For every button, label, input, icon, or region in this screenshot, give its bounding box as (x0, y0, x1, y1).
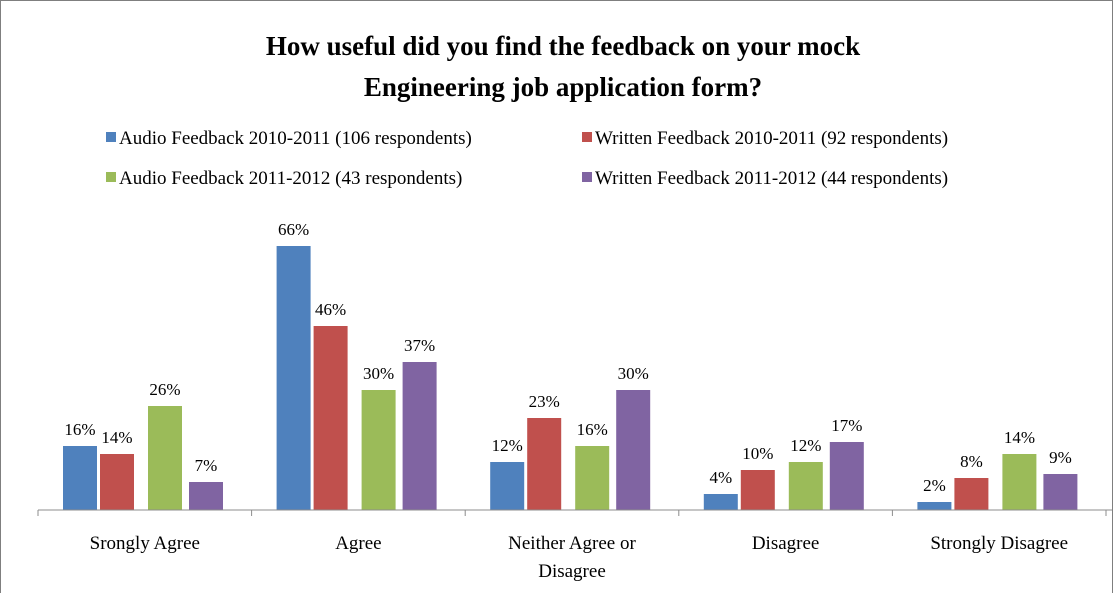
value-label-3-series-3: 16% (577, 420, 608, 439)
bar-4-series-3 (788, 462, 823, 510)
category-label-4: Disagree (752, 533, 820, 554)
value-label-3-series-4: 30% (618, 364, 649, 383)
value-label-1-series-3: 26% (149, 380, 180, 399)
value-label-3-series-2: 23% (529, 392, 560, 411)
bar-2-series-2 (313, 326, 348, 510)
legend-label-2: Written Feedback 2010-2011 (92 responden… (595, 128, 948, 149)
value-label-2-series-3: 30% (363, 364, 394, 383)
bar-1-series-4 (189, 482, 223, 510)
value-label-2-series-1: 66% (278, 220, 309, 239)
bar-5-series-3 (1002, 454, 1037, 510)
bar-1-series-3 (148, 406, 182, 510)
category-label-1: Srongly Agree (90, 533, 200, 554)
bar-5-series-4 (1043, 474, 1078, 510)
bar-2-series-1 (276, 246, 311, 510)
bar-3-series-1 (490, 462, 525, 510)
bar-3-series-2 (527, 418, 562, 510)
category-label-2: Agree (335, 533, 381, 554)
value-label-5-series-3: 14% (1004, 428, 1035, 447)
x-axis-ticks (37, 510, 1107, 516)
bar-5-series-2 (954, 478, 989, 510)
legend-label-4: Written Feedback 2011-2012 (44 responden… (595, 168, 948, 189)
value-label-5-series-4: 9% (1049, 448, 1072, 467)
legend-label-3: Audio Feedback 2011-2012 (43 respondents… (119, 168, 462, 189)
bar-1-series-1 (63, 446, 97, 510)
value-labels-group: 16% 14% 26% 7% 66% 46% 30% 37% 12% 23% 16% 30% 4% 10%… (64, 220, 1071, 495)
value-label-5-series-2: 8% (960, 452, 983, 471)
bars-group (63, 246, 1078, 510)
value-label-2-series-2: 46% (315, 300, 346, 319)
chart-title-line-1: How useful did you find the feedback on … (266, 31, 860, 61)
category-label-3-line-2: Disagree (538, 561, 606, 582)
value-label-2-series-4: 37% (404, 336, 435, 355)
bar-2-series-4 (402, 362, 437, 510)
bar-5-series-1 (917, 502, 952, 510)
legend-swatch-2 (582, 132, 592, 142)
legend-label-1: Audio Feedback 2010-2011 (106 respondent… (119, 128, 472, 149)
value-label-4-series-3: 12% (790, 436, 821, 455)
value-label-5-series-1: 2% (923, 476, 946, 495)
value-label-1-series-4: 7% (195, 456, 218, 475)
bar-3-series-4 (616, 390, 651, 510)
value-label-4-series-1: 4% (709, 468, 732, 487)
bar-3-series-3 (575, 446, 610, 510)
bar-4-series-2 (740, 470, 775, 510)
legend-swatch-3 (106, 172, 116, 182)
chart-title-line-2: Engineering job application form? (364, 72, 762, 102)
category-label-5: Strongly Disagree (930, 533, 1068, 554)
bar-4-series-4 (829, 442, 864, 510)
value-label-4-series-4: 17% (831, 416, 862, 435)
value-label-3-series-1: 12% (492, 436, 523, 455)
value-label-4-series-2: 10% (742, 444, 773, 463)
legend-swatch-1 (106, 132, 116, 142)
bar-2-series-3 (361, 390, 396, 510)
category-labels-group: Srongly Agree Agree Neither Agree or Disagr… (90, 533, 1068, 582)
bar-1-series-2 (100, 454, 134, 510)
legend-swatch-4 (582, 172, 592, 182)
chart-legend: Audio Feedback 2010-2011 (106 respondent… (106, 128, 948, 189)
chart-title: How useful did you find the feedback on … (266, 31, 860, 102)
value-label-1-series-2: 14% (101, 428, 132, 447)
value-label-1-series-1: 16% (64, 420, 95, 439)
bar-4-series-1 (703, 494, 738, 510)
category-label-3-line-1: Neither Agree or (508, 533, 636, 554)
